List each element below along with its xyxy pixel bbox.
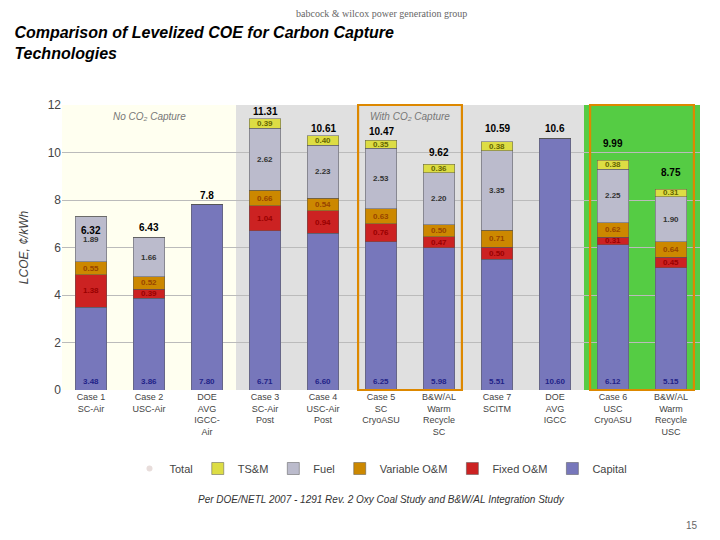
svg-text:6.43: 6.43: [139, 222, 159, 233]
svg-text:0.63: 0.63: [373, 212, 389, 221]
svg-text:Case 7SCITM: Case 7SCITM: [483, 392, 512, 414]
svg-text:6.32: 6.32: [81, 225, 101, 236]
svg-text:No CO₂ Capture: No CO₂ Capture: [113, 111, 186, 122]
svg-text:0.54: 0.54: [315, 200, 331, 209]
svg-text:Case 4USC-AirPost: Case 4USC-AirPost: [307, 392, 340, 425]
svg-text:2: 2: [54, 336, 61, 350]
svg-text:10.47: 10.47: [369, 126, 394, 137]
svg-text:2.23: 2.23: [315, 167, 331, 176]
svg-text:Case 3SC-AirPost: Case 3SC-AirPost: [251, 392, 280, 425]
svg-text:Case 2USC-Air: Case 2USC-Air: [133, 392, 166, 414]
svg-text:6.25: 6.25: [373, 377, 389, 386]
svg-text:Case 6USCCryoASU: Case 6USCCryoASU: [594, 392, 632, 425]
svg-text:6.71: 6.71: [257, 377, 273, 386]
svg-text:Case 1SC-Air: Case 1SC-Air: [77, 392, 106, 414]
svg-text:1.38: 1.38: [83, 286, 99, 295]
svg-text:0.50: 0.50: [431, 226, 447, 235]
svg-text:Case 5SCCryoASU: Case 5SCCryoASU: [362, 392, 400, 425]
svg-text:0.31: 0.31: [605, 236, 621, 245]
svg-text:0.31: 0.31: [663, 188, 679, 197]
svg-text:1.89: 1.89: [83, 235, 99, 244]
svg-text:5.98: 5.98: [431, 377, 447, 386]
svg-text:Comparison of Levelized COE fo: Comparison of Levelized COE for Carbon C…: [14, 24, 394, 62]
svg-text:9.62: 9.62: [429, 147, 449, 158]
svg-text:2.62: 2.62: [257, 155, 273, 164]
svg-text:6: 6: [54, 241, 61, 255]
svg-text:0.66: 0.66: [257, 194, 273, 203]
svg-text:6.12: 6.12: [605, 377, 621, 386]
svg-text:10.59: 10.59: [485, 123, 510, 134]
svg-text:7.8: 7.8: [200, 190, 214, 201]
svg-text:2.20: 2.20: [431, 194, 447, 203]
svg-text:4: 4: [54, 288, 61, 302]
svg-text:Total: Total: [170, 463, 193, 475]
svg-text:15: 15: [686, 520, 698, 531]
svg-text:0.94: 0.94: [315, 218, 331, 227]
svg-text:DOEAVGIGCC-Air: DOEAVGIGCC-Air: [194, 392, 220, 437]
svg-text:0.39: 0.39: [141, 289, 157, 298]
svg-text:8: 8: [54, 193, 61, 207]
svg-text:11.31: 11.31: [253, 106, 278, 117]
svg-text:0.40: 0.40: [315, 136, 331, 145]
svg-text:0.76: 0.76: [373, 228, 389, 237]
svg-text:0.38: 0.38: [605, 160, 621, 169]
svg-text:2.53: 2.53: [373, 174, 389, 183]
svg-text:Fuel: Fuel: [313, 463, 334, 475]
svg-text:0.38: 0.38: [489, 142, 505, 151]
svg-text:0.64: 0.64: [663, 245, 679, 254]
svg-text:0.47: 0.47: [431, 238, 447, 247]
svg-text:Variable O&M: Variable O&M: [380, 463, 448, 475]
svg-text:12: 12: [48, 98, 62, 112]
svg-text:10.6: 10.6: [545, 123, 565, 134]
svg-text:5.51: 5.51: [489, 377, 505, 386]
svg-text:0.35: 0.35: [373, 140, 389, 149]
svg-text:Capital: Capital: [592, 463, 626, 475]
svg-text:3.48: 3.48: [83, 377, 99, 386]
svg-text:6.60: 6.60: [315, 377, 331, 386]
svg-text:7.80: 7.80: [199, 377, 215, 386]
svg-text:0: 0: [54, 383, 61, 397]
svg-text:8.75: 8.75: [661, 167, 681, 178]
svg-text:0.55: 0.55: [83, 264, 99, 273]
svg-text:B&W/ALWarmRecycleSC: B&W/ALWarmRecycleSC: [422, 392, 456, 437]
svg-text:9.99: 9.99: [603, 138, 623, 149]
svg-text:LCOE, ¢/kWh: LCOE, ¢/kWh: [17, 211, 31, 285]
svg-text:babcock & wilcox power generat: babcock & wilcox power generation group: [296, 8, 467, 19]
svg-text:0.52: 0.52: [141, 278, 157, 287]
svg-text:1.04: 1.04: [257, 214, 273, 223]
svg-text:3.35: 3.35: [489, 186, 505, 195]
svg-text:0.71: 0.71: [489, 234, 505, 243]
svg-text:DOEAVGIGCC: DOEAVGIGCC: [544, 392, 567, 425]
svg-text:B&W/ALWarmRecycleUSC: B&W/ALWarmRecycleUSC: [654, 392, 688, 437]
svg-text:10.60: 10.60: [545, 377, 566, 386]
svg-text:2.25: 2.25: [605, 191, 621, 200]
svg-text:With CO₂ Capture: With CO₂ Capture: [370, 111, 450, 122]
svg-text:3.86: 3.86: [141, 377, 157, 386]
svg-text:10: 10: [48, 146, 62, 160]
svg-text:0.50: 0.50: [489, 249, 505, 258]
svg-text:0.36: 0.36: [431, 164, 447, 173]
svg-text:Fixed O&M: Fixed O&M: [492, 463, 547, 475]
svg-text:1.66: 1.66: [141, 253, 157, 262]
svg-text:TS&M: TS&M: [238, 463, 269, 475]
svg-text:0.62: 0.62: [605, 225, 621, 234]
svg-text:10.61: 10.61: [311, 123, 336, 134]
svg-text:1.90: 1.90: [663, 215, 679, 224]
svg-text:Per DOE/NETL 2007 - 1291 Rev.: Per DOE/NETL 2007 - 1291 Rev. 2 Oxy Coal…: [198, 494, 565, 505]
svg-text:0.39: 0.39: [257, 119, 273, 128]
svg-text:5.15: 5.15: [663, 377, 679, 386]
svg-text:0.45: 0.45: [663, 258, 679, 267]
